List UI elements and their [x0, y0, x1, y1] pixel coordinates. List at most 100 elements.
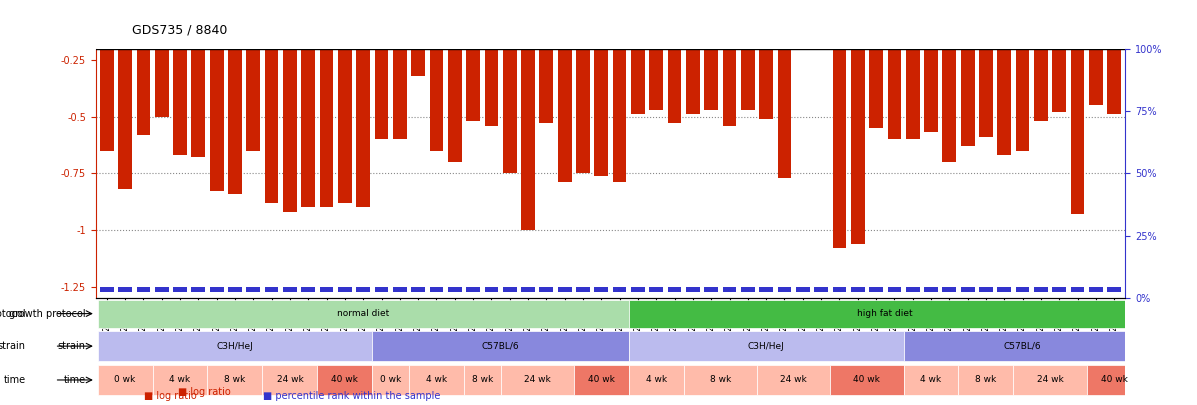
Bar — [1016, 287, 1029, 292]
Bar — [485, 287, 498, 292]
Bar — [704, 287, 718, 292]
Bar — [814, 287, 828, 292]
FancyBboxPatch shape — [464, 365, 500, 395]
Bar — [338, 3, 352, 203]
Text: 40 wk: 40 wk — [853, 375, 880, 384]
Bar — [869, 3, 883, 128]
Bar — [595, 3, 608, 176]
Bar — [869, 287, 883, 292]
Bar — [942, 287, 956, 292]
FancyBboxPatch shape — [959, 365, 1014, 395]
Bar — [247, 287, 260, 292]
Text: growth protocol: growth protocol — [0, 309, 26, 319]
Bar — [906, 287, 919, 292]
FancyBboxPatch shape — [98, 331, 372, 361]
FancyBboxPatch shape — [628, 331, 904, 361]
Bar — [833, 3, 846, 248]
Bar — [282, 3, 297, 212]
Bar — [430, 3, 443, 151]
Bar — [668, 287, 681, 292]
Bar — [1089, 287, 1102, 292]
Bar — [412, 3, 425, 76]
Bar — [778, 3, 791, 178]
Bar — [393, 3, 407, 139]
FancyBboxPatch shape — [152, 365, 207, 395]
Bar — [119, 287, 132, 292]
Bar — [1052, 287, 1067, 292]
Bar — [99, 287, 114, 292]
Bar — [741, 287, 755, 292]
Bar — [686, 3, 700, 114]
Bar — [448, 287, 462, 292]
Bar — [320, 287, 334, 292]
Bar — [247, 3, 260, 151]
Bar — [521, 3, 535, 230]
FancyBboxPatch shape — [372, 365, 409, 395]
Text: growth protocol: growth protocol — [8, 309, 85, 319]
Text: 40 wk: 40 wk — [332, 375, 358, 384]
Bar — [1034, 287, 1047, 292]
Bar — [1052, 3, 1067, 112]
Bar — [485, 3, 498, 126]
Bar — [192, 287, 205, 292]
Bar — [338, 287, 352, 292]
Bar — [796, 3, 809, 35]
FancyBboxPatch shape — [207, 365, 262, 395]
Text: 40 wk: 40 wk — [1101, 375, 1128, 384]
Bar — [924, 3, 938, 132]
Bar — [357, 287, 370, 292]
Bar — [265, 287, 279, 292]
Bar — [1107, 287, 1122, 292]
Bar — [174, 287, 187, 292]
FancyBboxPatch shape — [409, 365, 464, 395]
Text: strain: strain — [57, 341, 85, 351]
Bar — [154, 3, 169, 117]
Bar — [1089, 3, 1102, 105]
FancyBboxPatch shape — [904, 365, 959, 395]
Bar — [265, 3, 279, 203]
FancyBboxPatch shape — [98, 300, 628, 328]
Text: ■ log ratio: ■ log ratio — [144, 391, 196, 401]
Text: ■ percentile rank within the sample: ■ percentile rank within the sample — [263, 391, 440, 401]
Bar — [851, 3, 864, 243]
Text: 24 wk: 24 wk — [524, 375, 551, 384]
Bar — [576, 3, 590, 173]
Bar — [650, 3, 663, 110]
Bar — [704, 3, 718, 110]
Bar — [613, 287, 626, 292]
FancyBboxPatch shape — [831, 365, 904, 395]
FancyBboxPatch shape — [683, 365, 757, 395]
Text: 0 wk: 0 wk — [115, 375, 135, 384]
Text: 8 wk: 8 wk — [710, 375, 731, 384]
Bar — [302, 287, 315, 292]
Bar — [924, 287, 938, 292]
Bar — [154, 287, 169, 292]
Bar — [686, 287, 700, 292]
Bar — [302, 3, 315, 207]
Bar — [209, 3, 224, 192]
Bar — [887, 287, 901, 292]
Text: 4 wk: 4 wk — [645, 375, 667, 384]
Bar — [1070, 3, 1084, 214]
Bar — [521, 287, 535, 292]
Text: C57BL/6: C57BL/6 — [1004, 342, 1041, 351]
Text: 24 wk: 24 wk — [277, 375, 303, 384]
Text: C57BL/6: C57BL/6 — [481, 342, 519, 351]
FancyBboxPatch shape — [372, 331, 628, 361]
Bar — [229, 287, 242, 292]
Bar — [851, 287, 864, 292]
Bar — [833, 287, 846, 292]
FancyBboxPatch shape — [1014, 365, 1087, 395]
Bar — [961, 3, 974, 146]
Text: time: time — [4, 375, 26, 385]
FancyBboxPatch shape — [317, 365, 372, 395]
Text: high fat diet: high fat diet — [857, 309, 913, 318]
Bar — [961, 287, 974, 292]
FancyBboxPatch shape — [98, 365, 152, 395]
Bar — [466, 3, 480, 121]
FancyBboxPatch shape — [757, 365, 831, 395]
Bar — [778, 287, 791, 292]
Bar — [430, 287, 443, 292]
Bar — [576, 287, 590, 292]
Text: 24 wk: 24 wk — [1037, 375, 1063, 384]
